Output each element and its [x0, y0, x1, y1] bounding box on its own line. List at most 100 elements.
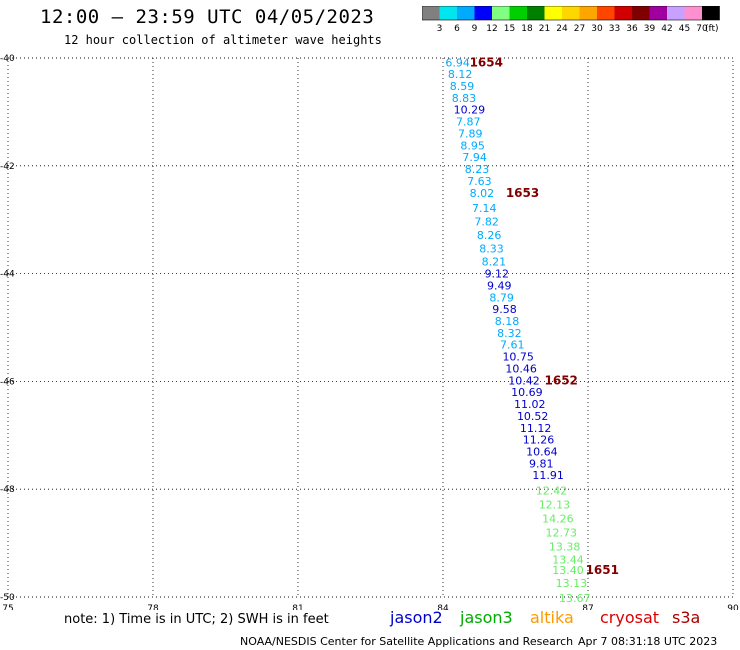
- wave-height-point: 9.58: [492, 303, 517, 316]
- y-tick-label: -50: [0, 593, 15, 603]
- colorbar-label: 6: [454, 24, 460, 34]
- colorbar-swatch: [439, 6, 457, 20]
- colorbar-label: 33: [609, 24, 620, 34]
- wave-height-point: 8.26: [477, 229, 502, 242]
- wave-height-point: 7.14: [472, 202, 497, 215]
- x-tick-label: 75: [2, 604, 13, 610]
- wave-height-point: 10.29: [454, 104, 486, 117]
- y-tick-label: -42: [0, 162, 15, 172]
- colorbar-unit: (ft): [705, 24, 719, 34]
- wave-height-point: 13.40: [552, 564, 584, 577]
- colorbar-label: 36: [626, 24, 638, 34]
- wave-height-point: 9.81: [529, 457, 554, 470]
- wave-height-point: 13.13: [556, 577, 588, 590]
- colorbar-label: 27: [574, 24, 585, 34]
- wave-height-point: 7.89: [458, 127, 483, 140]
- wave-height-point: 7.61: [500, 339, 525, 352]
- colorbar-swatch: [597, 6, 615, 20]
- colorbar-label: 24: [556, 24, 568, 34]
- colorbar-swatch: [632, 6, 650, 20]
- colorbar-swatch: [562, 6, 580, 20]
- colorbar-label: 42: [661, 24, 672, 34]
- colorbar-swatch: [667, 6, 685, 20]
- wave-height-point: 8.83: [452, 92, 477, 105]
- colorbar-label: 45: [679, 24, 690, 34]
- x-tick-label: 78: [147, 604, 159, 610]
- time-label: 1654: [470, 55, 503, 69]
- wave-height-chart: 75 78 81 84 87 90-40-42-44-46-48-506.948.128.…: [0, 54, 739, 610]
- wave-height-point: 8.12: [448, 68, 473, 81]
- wave-height-point: 9.49: [487, 279, 512, 292]
- y-tick-label: -48: [0, 485, 15, 495]
- wave-height-point: 11.02: [514, 398, 546, 411]
- plot-frame: [7, 57, 734, 598]
- satellite-s3a: s3a: [672, 608, 701, 627]
- colorbar-swatch: [649, 6, 667, 20]
- colorbar-swatch: [422, 6, 440, 20]
- wave-height-point: 10.52: [517, 410, 549, 423]
- wave-height-point: 9.12: [485, 268, 510, 281]
- wave-height-point: 10.46: [505, 362, 536, 375]
- note-text: note: 1) Time is in UTC; 2) SWH is in fe…: [64, 612, 329, 627]
- colorbar-label: 3: [437, 24, 443, 34]
- wave-height-point: 8.95: [460, 139, 485, 152]
- y-tick-label: -46: [0, 377, 15, 387]
- time-label: 1653: [506, 186, 539, 200]
- colorbar-swatch: [527, 6, 545, 20]
- wave-height-point: 7.94: [462, 151, 487, 164]
- colorbar-label: 18: [521, 24, 533, 34]
- colorbar-swatch: [544, 6, 562, 20]
- wave-height-point: 8.23: [465, 163, 490, 176]
- wave-height-point: 7.82: [474, 215, 499, 228]
- x-tick-label: 90: [727, 604, 739, 610]
- wave-height-point: 8.21: [482, 256, 507, 269]
- colorbar-swatch: [509, 6, 527, 20]
- wave-height-point: 10.64: [526, 445, 558, 458]
- time-label: 1652: [545, 373, 578, 387]
- wave-height-point: 10.75: [502, 351, 534, 364]
- wave-height-point: 14.26: [542, 512, 574, 525]
- footer-credit: NOAA/NESDIS Center for Satellite Applica…: [240, 635, 574, 648]
- satellite-cryosat: cryosat: [600, 608, 660, 627]
- colorbar-swatch: [474, 6, 492, 20]
- y-tick-label: -44: [0, 270, 15, 280]
- colorbar-swatch: [492, 6, 510, 20]
- colorbar-label: 30: [591, 24, 603, 34]
- wave-height-point: 8.79: [489, 291, 514, 304]
- time-label: 1651: [586, 563, 619, 577]
- colorbar-swatch: [614, 6, 632, 20]
- wave-height-point: 8.33: [479, 242, 504, 255]
- wave-height-point: 8.59: [450, 80, 475, 93]
- wave-height-point: 10.42: [508, 374, 540, 387]
- colorbar-label: 70: [696, 24, 708, 34]
- wave-height-point: 12.13: [539, 498, 571, 511]
- satellite-jason2: jason2: [390, 608, 443, 627]
- colorbar-label: 15: [504, 24, 515, 34]
- wave-height-point: 11.91: [532, 469, 564, 482]
- footer-date: Apr 7 08:31:18 UTC 2023: [578, 635, 718, 648]
- wave-height-point: 11.26: [523, 434, 555, 447]
- wave-height-point: 11.12: [520, 422, 552, 435]
- colorbar-label: 12: [486, 24, 497, 34]
- wave-height-point: 13.67: [559, 592, 591, 605]
- x-tick-label: 84: [437, 604, 449, 610]
- colorbar-label: 21: [539, 24, 550, 34]
- colorbar-legend: 3 6 9 12 15 18 21 24 27 30 33 36 39 42 45 70(ft): [422, 6, 720, 34]
- wave-height-point: 13.38: [549, 540, 581, 553]
- colorbar-swatch: [702, 6, 720, 20]
- wave-height-point: 8.32: [497, 327, 521, 340]
- colorbar-border: [422, 6, 720, 21]
- wave-height-point: 12.73: [545, 526, 577, 539]
- wave-height-point: 10.69: [511, 386, 543, 399]
- wave-height-point: 8.02: [470, 187, 495, 200]
- x-tick-label: 81: [292, 604, 303, 610]
- colorbar-swatch: [579, 6, 597, 20]
- wave-height-point: 13.44: [552, 553, 584, 566]
- colorbar-swatch: [684, 6, 702, 20]
- x-tick-label: 87: [582, 604, 593, 610]
- page-title: 12:00 – 23:59 UTC 04/05/2023: [40, 6, 375, 28]
- y-tick-label: -40: [0, 54, 15, 64]
- wave-height-point: 12.42: [536, 484, 568, 497]
- colorbar-label: 9: [472, 24, 478, 34]
